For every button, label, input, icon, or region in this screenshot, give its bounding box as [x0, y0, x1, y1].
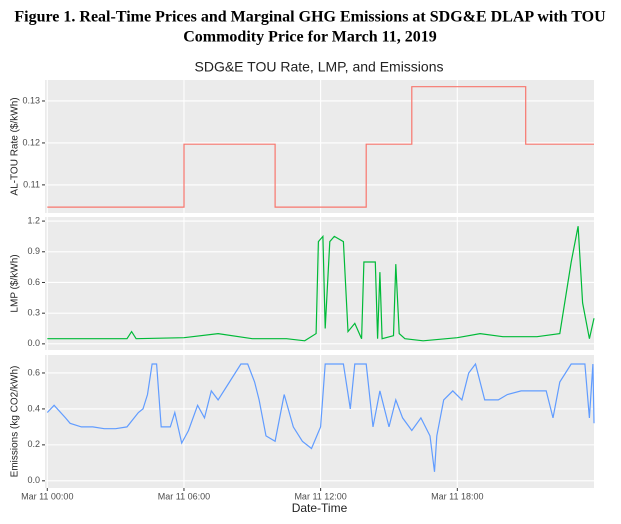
y-tick-label: 0.6	[27, 277, 40, 287]
x-axis-label: Date-Time	[292, 501, 348, 515]
y-axis-label: AL-TOU Rate ($/kWh)	[10, 97, 21, 195]
y-tick-label: 1.2	[27, 215, 40, 225]
y-tick-label: 0.12	[22, 137, 40, 147]
panel-background	[45, 217, 594, 350]
line-series	[47, 86, 594, 208]
x-tick-label: Mar 11 00:00	[21, 491, 73, 501]
y-tick-label: 0.6	[27, 367, 40, 377]
chart-title: SDG&E TOU Rate, LMP, and Emissions	[195, 59, 444, 75]
y-tick-label: 0.2	[27, 439, 40, 449]
y-tick-label: 0.9	[27, 246, 40, 256]
y-tick-label: 0.11	[23, 179, 40, 189]
y-tick-label: 0.3	[27, 308, 40, 318]
y-tick-label: 0.13	[22, 95, 40, 105]
x-tick-label: Mar 11 12:00	[294, 491, 346, 501]
y-tick-label: 0.4	[27, 403, 40, 413]
line-series	[46, 362, 595, 472]
x-tick-label: Mar 11 06:00	[158, 491, 210, 501]
line-series	[47, 226, 595, 342]
y-tick-label: 0.0	[27, 338, 40, 348]
panel-background	[45, 355, 594, 488]
figure-title: Commodity Price for March 11, 2019	[183, 29, 437, 46]
y-axis-label: LMP ($/kWh)	[10, 254, 21, 312]
panel-background	[45, 80, 594, 213]
y-axis-label: Emissions (kg CO2/kWh)	[10, 366, 21, 478]
y-tick-label: 0.0	[27, 475, 40, 485]
x-tick-label: Mar 11 18:00	[431, 491, 483, 501]
figure-title: Figure 1. Real-Time Prices and Marginal …	[14, 9, 606, 26]
